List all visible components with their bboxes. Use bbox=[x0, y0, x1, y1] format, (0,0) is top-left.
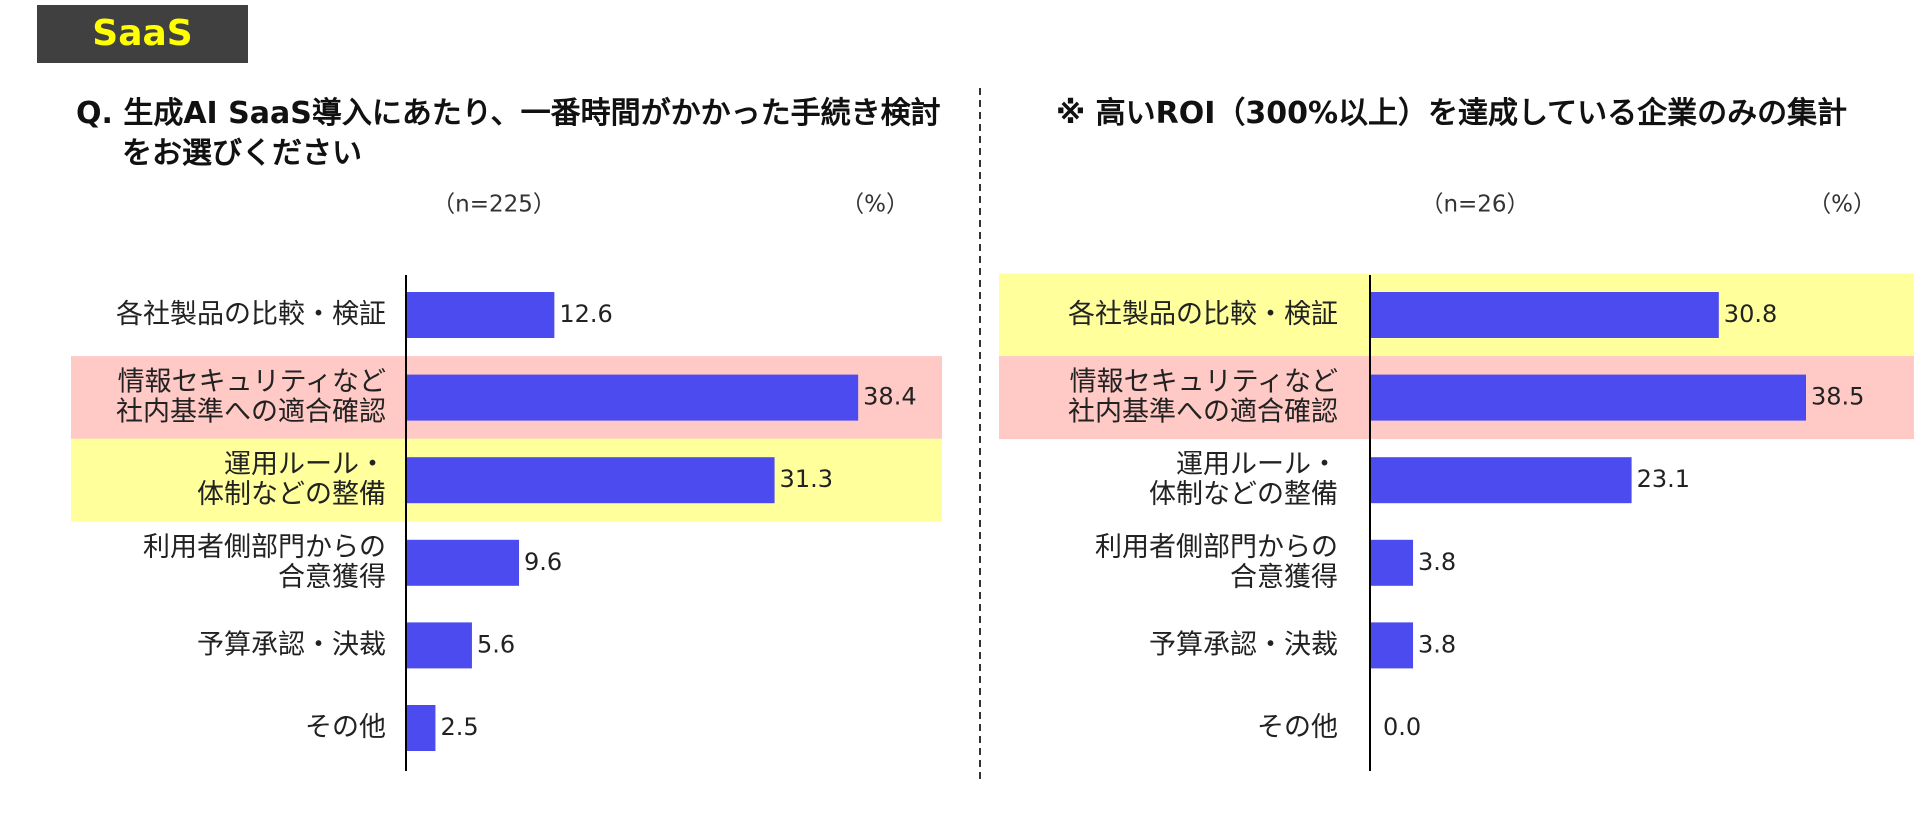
subtitle: （n=26） bbox=[1420, 192, 1529, 218]
bar bbox=[1370, 292, 1719, 338]
category-line: 各社製品の比較・検証 bbox=[1068, 299, 1338, 330]
category-label: 各社製品の比較・検証 bbox=[1068, 299, 1338, 330]
category-line: 社内基準への適合確認 bbox=[116, 396, 386, 427]
bar bbox=[406, 622, 472, 669]
bar bbox=[1370, 374, 1807, 421]
category-line: 情報セキュリティなど bbox=[118, 366, 386, 397]
category-line: その他 bbox=[1257, 712, 1338, 743]
category-line: 合意獲得 bbox=[278, 561, 386, 592]
category-line: 運用ルール・ bbox=[1176, 449, 1338, 480]
bar bbox=[406, 705, 436, 751]
value-label: 23.1 bbox=[1637, 465, 1690, 493]
value-label: 2.5 bbox=[440, 713, 478, 741]
chart-title: ※ 高いROI（300%以上）を達成している企業のみの集計 bbox=[1056, 96, 1848, 131]
category-line: 利用者側部門からの bbox=[1095, 531, 1338, 562]
value-label: 38.4 bbox=[863, 383, 916, 411]
category-label: 予算承認・決裁 bbox=[1149, 629, 1338, 660]
category-label: 各社製品の比較・検証 bbox=[116, 299, 386, 330]
category-line: 運用ルール・ bbox=[224, 449, 386, 480]
bar bbox=[406, 457, 775, 504]
value-label: 12.6 bbox=[559, 300, 612, 328]
category-label: 利用者側部門からの合意獲得 bbox=[143, 531, 386, 592]
bar bbox=[406, 292, 555, 338]
category-label: 運用ルール・体制などの整備 bbox=[197, 449, 386, 510]
bar bbox=[1370, 457, 1632, 504]
category-line: 体制などの整備 bbox=[197, 479, 386, 510]
chart-title: Q. 生成AI SaaS導入にあたり、一番時間がかかった手続き検討をお選びくださ… bbox=[76, 96, 941, 171]
value-label: 31.3 bbox=[780, 465, 833, 493]
bar bbox=[1370, 622, 1414, 669]
category-line: 利用者側部門からの bbox=[143, 531, 386, 562]
badge: SaaS bbox=[37, 5, 248, 63]
value-label: 30.8 bbox=[1724, 300, 1777, 328]
category-line: 社内基準への適合確認 bbox=[1068, 396, 1338, 427]
value-label: 9.6 bbox=[524, 548, 562, 576]
category-label: その他 bbox=[305, 712, 386, 743]
category-label: 予算承認・決裁 bbox=[197, 629, 386, 660]
bar bbox=[1370, 539, 1414, 586]
subtitle: （n=225） bbox=[432, 192, 556, 218]
category-line: 各社製品の比較・検証 bbox=[116, 299, 386, 330]
unit: （%） bbox=[1808, 192, 1876, 218]
category-label: 運用ルール・体制などの整備 bbox=[1149, 449, 1338, 510]
category-label: 利用者側部門からの合意獲得 bbox=[1095, 531, 1338, 592]
value-label: 5.6 bbox=[477, 630, 515, 658]
bar bbox=[406, 539, 520, 586]
category-line: 予算承認・決裁 bbox=[197, 629, 386, 660]
category-label: 情報セキュリティなど社内基準への適合確認 bbox=[1068, 366, 1338, 427]
category-label: 情報セキュリティなど社内基準への適合確認 bbox=[116, 366, 386, 427]
unit: （%） bbox=[841, 192, 909, 218]
bar bbox=[406, 374, 859, 421]
value-label: 3.8 bbox=[1418, 630, 1456, 658]
category-line: 合意獲得 bbox=[1230, 561, 1338, 592]
category-line: 体制などの整備 bbox=[1149, 479, 1338, 510]
category-label: その他 bbox=[1257, 712, 1338, 743]
value-label: 38.5 bbox=[1811, 383, 1864, 411]
category-line: その他 bbox=[305, 712, 386, 743]
category-line: 予算承認・決裁 bbox=[1149, 629, 1338, 660]
category-line: 情報セキュリティなど bbox=[1070, 366, 1338, 397]
value-label: 0.0 bbox=[1383, 713, 1421, 741]
value-label: 3.8 bbox=[1418, 548, 1456, 576]
